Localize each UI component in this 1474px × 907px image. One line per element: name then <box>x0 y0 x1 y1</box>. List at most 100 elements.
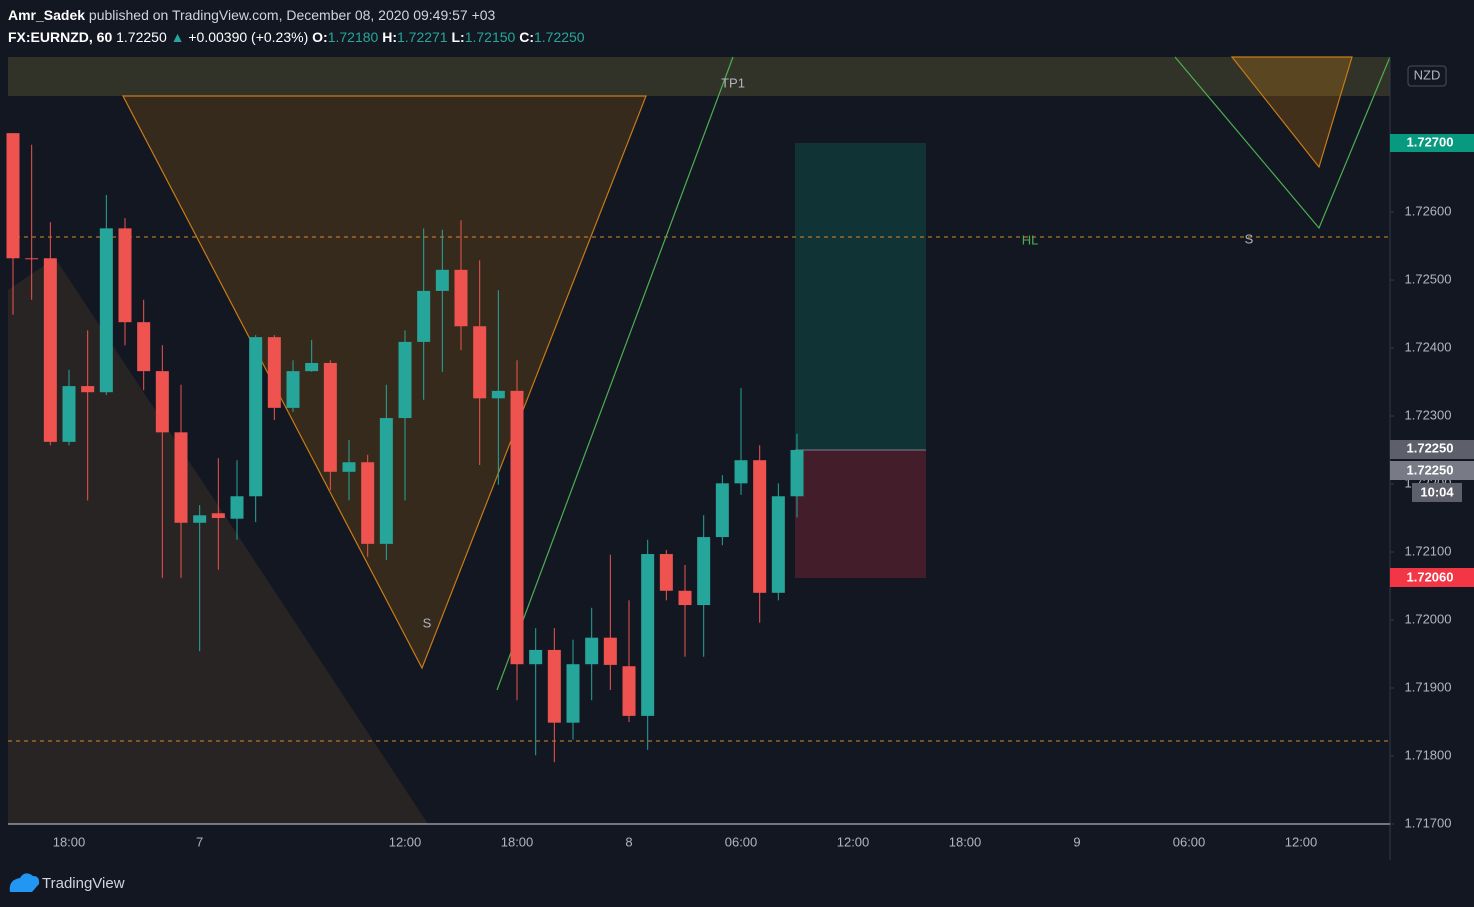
stop-zone <box>795 450 926 578</box>
tag-close-text: 1.72250 <box>1407 462 1454 477</box>
triangle-right <box>1230 56 1353 169</box>
x-tick-label: 7 <box>196 834 203 849</box>
candle-body <box>249 337 263 497</box>
candle-body <box>286 371 300 408</box>
candle-body <box>529 649 543 665</box>
legend: FX:EURNZD, 60 1.72250 ▲ +0.00390 (+0.23%… <box>8 29 585 45</box>
y-tick-label: 1.72400 <box>1405 339 1452 354</box>
candle-body <box>435 269 449 291</box>
candle-body <box>734 460 748 484</box>
y-tick-label: 1.71900 <box>1405 679 1452 694</box>
candle-body <box>547 649 561 723</box>
candle-body <box>43 258 57 442</box>
candle-body <box>99 228 113 393</box>
y-tick-label: 1.71800 <box>1405 747 1452 762</box>
candle-body <box>697 537 711 606</box>
candle-body <box>398 341 412 419</box>
currency: NZD <box>1414 67 1441 82</box>
tag-target <box>1390 134 1474 152</box>
ohlc-c-label: C: <box>519 29 534 45</box>
target-zone <box>795 143 926 450</box>
ohlc-h: 1.72271 <box>397 29 448 45</box>
candle-body <box>454 269 468 327</box>
tag-stop-text: 1.72060 <box>1407 569 1454 584</box>
candle-body <box>267 337 281 408</box>
annotation: TP1 <box>721 75 745 90</box>
candle-body <box>790 450 804 497</box>
candle-body <box>379 418 393 544</box>
candle-body <box>230 496 244 519</box>
candle-body <box>566 664 580 723</box>
x-tick-label: 18:00 <box>949 834 982 849</box>
annotation: HL <box>1022 232 1039 247</box>
ohlc-l: 1.72150 <box>465 29 516 45</box>
candle-body <box>417 290 431 342</box>
x-tick-label: 12:00 <box>389 834 422 849</box>
symbol: FX:EURNZD, 60 <box>8 29 112 45</box>
change-arrow: ▲ <box>171 29 185 45</box>
candle-body <box>193 515 207 523</box>
candle-body <box>715 483 729 538</box>
tag-countdown <box>1412 483 1462 502</box>
y-tick-label: 1.71700 <box>1405 815 1452 830</box>
footer-brand: TradingView <box>42 875 125 892</box>
x-tick-label: 18:00 <box>53 834 86 849</box>
candle-body <box>323 362 337 472</box>
tag-last <box>1390 440 1474 459</box>
candle-body <box>62 386 76 442</box>
y-tick-label: 1.72500 <box>1405 271 1452 286</box>
x-tick-label: 12:00 <box>837 834 870 849</box>
x-tick-label: 9 <box>1073 834 1080 849</box>
x-tick-label: 12:00 <box>1285 834 1318 849</box>
y-tick-label: 1.72600 <box>1405 203 1452 218</box>
candle-body <box>155 371 169 433</box>
candle-body <box>361 462 375 544</box>
x-tick-label: 06:00 <box>725 834 758 849</box>
time-axis: 18:00 7 12:00 18:00 8 06:00 12:00 18:00 9 06:00 12… <box>53 834 1318 849</box>
candle-body <box>491 390 505 399</box>
candle-body <box>211 513 225 519</box>
published: published on TradingView.com, December 0… <box>85 7 496 23</box>
tag-countdown-text: 10:04 <box>1420 484 1454 499</box>
x-tick-label: 18:00 <box>501 834 534 849</box>
candle-body <box>603 637 617 665</box>
tag-target-text: 1.72700 <box>1407 134 1454 149</box>
ohlc-c: 1.72250 <box>534 29 585 45</box>
candle-body <box>81 386 95 393</box>
last-price: 1.72250 <box>116 29 167 45</box>
logo-icon <box>9 873 40 892</box>
candle-body <box>137 322 151 372</box>
candle-body <box>6 133 20 259</box>
ohlc-l-label: L: <box>451 29 464 45</box>
trend-line <box>496 56 734 691</box>
candle-body <box>510 390 524 665</box>
annotation: S <box>423 615 432 630</box>
candle-body <box>25 258 39 260</box>
ohlc-o-label: O: <box>312 29 328 45</box>
candle-body <box>641 554 655 716</box>
tag-close <box>1390 461 1474 480</box>
candle-body <box>473 326 487 399</box>
tag-stop <box>1390 568 1474 587</box>
header: Amr_Sadek published on TradingView.com, … <box>8 7 496 23</box>
candle-body <box>622 666 636 716</box>
x-tick-label: 06:00 <box>1173 834 1206 849</box>
candle-body <box>585 637 599 665</box>
x-tick-label: 8 <box>625 834 632 849</box>
candles <box>6 133 804 763</box>
candle-body <box>305 362 319 372</box>
change: +0.00390 (+0.23%) <box>188 29 308 45</box>
candle-body <box>118 228 132 323</box>
candle-body <box>659 554 673 591</box>
candle-body <box>678 590 692 606</box>
candle-body <box>342 462 356 472</box>
y-tick-label: 1.72000 <box>1405 611 1452 626</box>
top-zone <box>8 57 1390 96</box>
y-tick-label: 1.72300 <box>1405 407 1452 422</box>
ohlc-o: 1.72180 <box>328 29 379 45</box>
tag-last-text: 1.72250 <box>1407 440 1454 455</box>
ohlc-h-label: H: <box>382 29 397 45</box>
author: Amr_Sadek <box>8 7 85 23</box>
